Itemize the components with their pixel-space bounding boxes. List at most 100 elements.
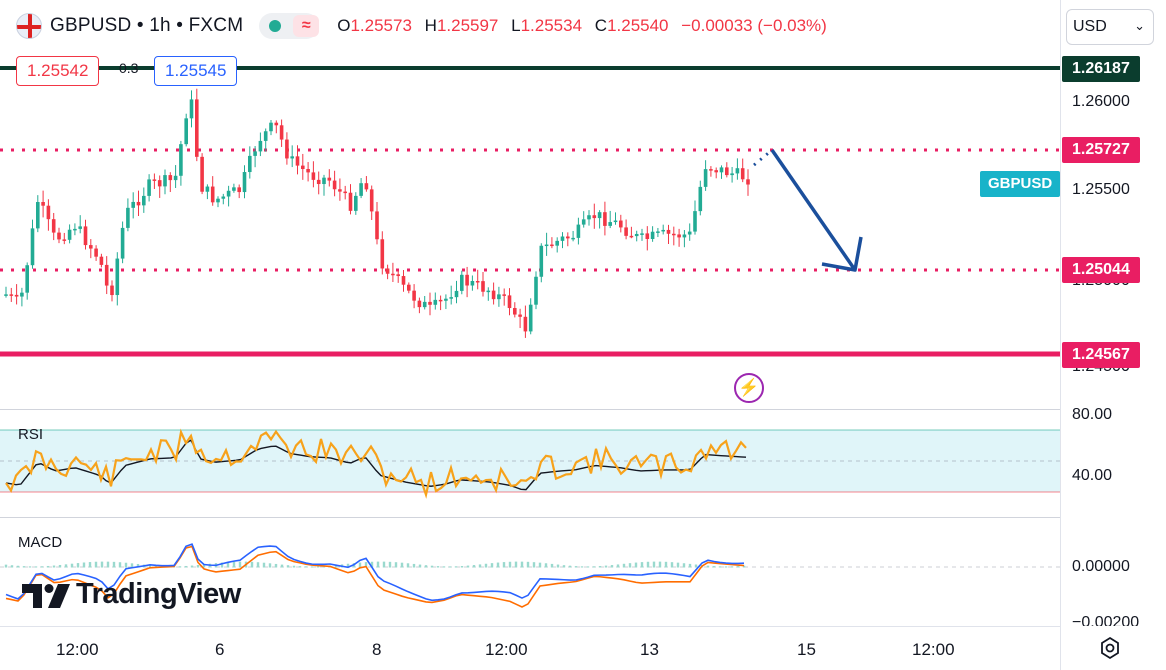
- macd-histogram-bar: [178, 566, 182, 568]
- candle-body: [470, 280, 475, 286]
- candle-body: [709, 169, 713, 171]
- macd-histogram-bar: [22, 566, 26, 568]
- candle-body: [497, 294, 501, 300]
- candle-body: [571, 237, 575, 240]
- candle-body: [444, 298, 448, 301]
- candle-body: [645, 233, 650, 239]
- candle-body: [634, 233, 639, 237]
- candle-body: [4, 294, 8, 296]
- candle-body: [687, 231, 692, 235]
- candle-body: [279, 125, 284, 140]
- candle-body: [131, 201, 135, 208]
- macd-histogram-bar: [412, 563, 416, 568]
- candle-body: [322, 177, 326, 185]
- low-key: L: [511, 16, 521, 35]
- candle-body: [274, 122, 279, 126]
- macd-histogram-bar: [736, 566, 740, 568]
- candle-body: [454, 290, 459, 298]
- high-key: H: [424, 16, 437, 35]
- settings-gear-icon[interactable]: [1098, 636, 1122, 660]
- macd-histogram-bar: [514, 561, 518, 568]
- candle-body: [682, 234, 687, 238]
- candle-body: [656, 231, 660, 233]
- macd-histogram-bar: [400, 562, 404, 568]
- macd-histogram-bar: [496, 562, 500, 568]
- macd-histogram-bar: [508, 561, 512, 568]
- candle-body: [327, 177, 332, 181]
- candle-body: [661, 229, 665, 232]
- buy-button[interactable]: 1.25545: [154, 56, 238, 86]
- tradingview-logo[interactable]: TradingView: [22, 578, 241, 611]
- candle-body: [740, 168, 745, 180]
- time-tick: 8: [372, 640, 382, 659]
- macd-histogram-bar: [304, 566, 308, 568]
- macd-histogram-bar: [70, 563, 74, 568]
- chart-canvas[interactable]: [0, 0, 1060, 626]
- currency-select[interactable]: USD ⌄: [1066, 9, 1154, 45]
- candle-body: [369, 189, 374, 212]
- time-axis[interactable]: [0, 626, 1060, 670]
- macd-histogram-bar: [394, 562, 398, 568]
- candle-body: [465, 274, 469, 286]
- candle-body: [544, 244, 549, 247]
- candle-body: [677, 234, 681, 238]
- symbol-title[interactable]: GBPUSD • 1h • FXCM: [50, 15, 244, 36]
- candle-body: [110, 285, 114, 296]
- low-value: 1.25534: [520, 16, 583, 35]
- candle-body: [428, 301, 432, 305]
- macd-histogram-bar: [616, 564, 620, 568]
- macd-histogram-bar: [346, 563, 350, 568]
- sell-button[interactable]: 1.25542: [16, 56, 100, 86]
- candle-body: [417, 300, 422, 308]
- macd-histogram-bar: [40, 566, 44, 568]
- price-axis[interactable]: [1060, 0, 1166, 670]
- macd-histogram-bar: [82, 562, 86, 568]
- macd-histogram-bar: [4, 564, 8, 568]
- macd-histogram-bar: [472, 565, 476, 568]
- macd-histogram-bar: [628, 563, 632, 568]
- candle-body: [253, 151, 257, 156]
- pane-divider[interactable]: [0, 409, 1060, 410]
- candle-body: [142, 195, 146, 206]
- time-tick: 12:00: [912, 640, 955, 659]
- macd-histogram-bar: [556, 564, 560, 568]
- projection-arrow[interactable]: [770, 149, 857, 271]
- candle-body: [396, 274, 400, 277]
- macd-histogram-bar: [382, 561, 386, 568]
- candle-body: [592, 215, 597, 219]
- macd-histogram-bar: [568, 565, 572, 568]
- candle-body: [714, 170, 718, 173]
- candle-body: [301, 165, 305, 170]
- lightning-icon[interactable]: ⚡: [734, 373, 764, 403]
- macd-histogram-bar: [28, 566, 32, 568]
- macd-histogram-bar: [718, 566, 722, 568]
- close-value: 1.25540: [607, 16, 669, 35]
- macd-histogram-bar: [46, 565, 50, 568]
- candle-body: [703, 169, 708, 187]
- macd-histogram-bar: [670, 562, 674, 568]
- macd-histogram-bar: [136, 563, 140, 568]
- macd-histogram-bar: [112, 561, 116, 568]
- macd-histogram-bar: [76, 563, 80, 568]
- macd-histogram-bar: [532, 562, 536, 568]
- candle-body: [152, 179, 157, 181]
- macd-histogram-bar: [484, 563, 488, 568]
- macd-histogram-bar: [712, 566, 716, 568]
- rsi-label[interactable]: RSI: [18, 426, 44, 443]
- macd-histogram-bar: [286, 565, 290, 568]
- rsi-tick: 80.00: [1072, 406, 1113, 423]
- macd-histogram-bar: [298, 566, 302, 568]
- macd-histogram-bar: [682, 563, 686, 568]
- market-status-pill[interactable]: ≈: [259, 13, 320, 39]
- pane-divider[interactable]: [0, 517, 1060, 518]
- candle-body: [581, 219, 586, 225]
- macd-label[interactable]: MACD: [18, 534, 63, 551]
- macd-histogram-bar: [634, 562, 638, 568]
- candle-body: [534, 276, 538, 305]
- candle-body: [539, 245, 544, 277]
- candle-body: [20, 292, 24, 297]
- candle-body: [285, 139, 289, 159]
- candle-body: [433, 299, 438, 305]
- candle-body: [51, 219, 56, 233]
- macd-histogram-bar: [580, 566, 584, 568]
